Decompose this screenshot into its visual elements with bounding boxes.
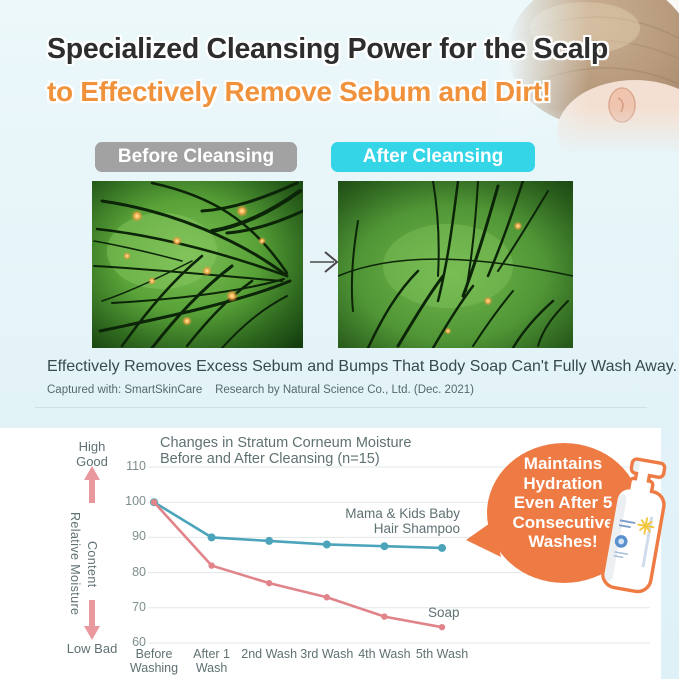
legend-soap-series: Soap bbox=[428, 605, 460, 620]
legend-shampoo-series: Mama & Kids Baby Hair Shampoo bbox=[345, 506, 460, 536]
sebum-spots bbox=[444, 221, 523, 335]
bottle-label bbox=[613, 516, 654, 568]
scalp-before-image bbox=[92, 181, 305, 353]
y-tick-label: 80 bbox=[132, 564, 146, 579]
data-point bbox=[323, 594, 330, 601]
y-tick-label: 90 bbox=[132, 529, 146, 544]
down-arrow-icon bbox=[84, 600, 100, 640]
data-point bbox=[207, 533, 216, 542]
right-arrow-icon bbox=[308, 248, 342, 281]
series-line-0 bbox=[152, 500, 444, 550]
x-category-label: After 1 Wash bbox=[193, 647, 230, 675]
data-point bbox=[381, 613, 388, 620]
bubble-text: Maintains Hydration Even After 5 Consecu… bbox=[488, 454, 638, 552]
data-point bbox=[438, 623, 446, 631]
x-category-label: 5th Wash bbox=[415, 647, 469, 661]
y-axis-high-label: High Good bbox=[76, 439, 108, 469]
y-tick-label: 70 bbox=[132, 599, 146, 614]
bubble-line: Maintains bbox=[523, 454, 603, 473]
speech-bubble bbox=[466, 443, 641, 583]
bubble-line: Hydration bbox=[523, 473, 603, 493]
data-point bbox=[208, 562, 215, 569]
x-category-label: 2nd Wash bbox=[241, 647, 298, 661]
caption-main: Effectively Removes Excess Sebum and Bum… bbox=[47, 358, 678, 375]
divider-line bbox=[35, 407, 647, 408]
sparkle-icon bbox=[637, 517, 655, 535]
data-point bbox=[322, 540, 331, 549]
sebum-spots bbox=[123, 205, 266, 326]
headline-line2: to Effectively Remove Sebum and Dirt! bbox=[47, 76, 551, 107]
headline-line1: Specialized Cleansing Power for the Scal… bbox=[47, 33, 609, 65]
data-point bbox=[150, 499, 158, 506]
data-point bbox=[266, 579, 273, 587]
y-tick-label: 60 bbox=[132, 635, 146, 649]
x-category-label: Before Washing bbox=[129, 647, 179, 675]
before-cleansing-label: Before Cleansing bbox=[95, 142, 297, 172]
data-point bbox=[265, 536, 274, 545]
chart-title: Changes in Stratum Corneum Moisture Befo… bbox=[160, 435, 412, 467]
product-bottle-image bbox=[601, 457, 667, 594]
data-point bbox=[438, 543, 446, 552]
caption-source: Captured with: SmartSkinCare Research by… bbox=[47, 384, 474, 396]
chart-canvas bbox=[84, 466, 650, 644]
y-axis-low-label: Low Bad bbox=[66, 641, 118, 656]
bubble-line: Washes! bbox=[528, 532, 598, 551]
x-category-label: 3rd Wash bbox=[300, 647, 354, 661]
bubble-line: Consecutive bbox=[512, 512, 614, 532]
y-tick-label: 110 bbox=[126, 459, 146, 473]
after-cleansing-label: After Cleansing bbox=[331, 142, 535, 172]
data-point bbox=[380, 542, 389, 551]
up-arrow-icon bbox=[84, 466, 100, 503]
scalp-after-image bbox=[337, 179, 574, 353]
bubble-line: Even After 5 bbox=[513, 493, 613, 512]
x-category-label: 4th Wash bbox=[358, 647, 411, 661]
y-tick-label: 100 bbox=[125, 494, 146, 509]
y-axis-title: Relative Moisture Content bbox=[68, 512, 99, 616]
series-line-1 bbox=[152, 500, 444, 629]
